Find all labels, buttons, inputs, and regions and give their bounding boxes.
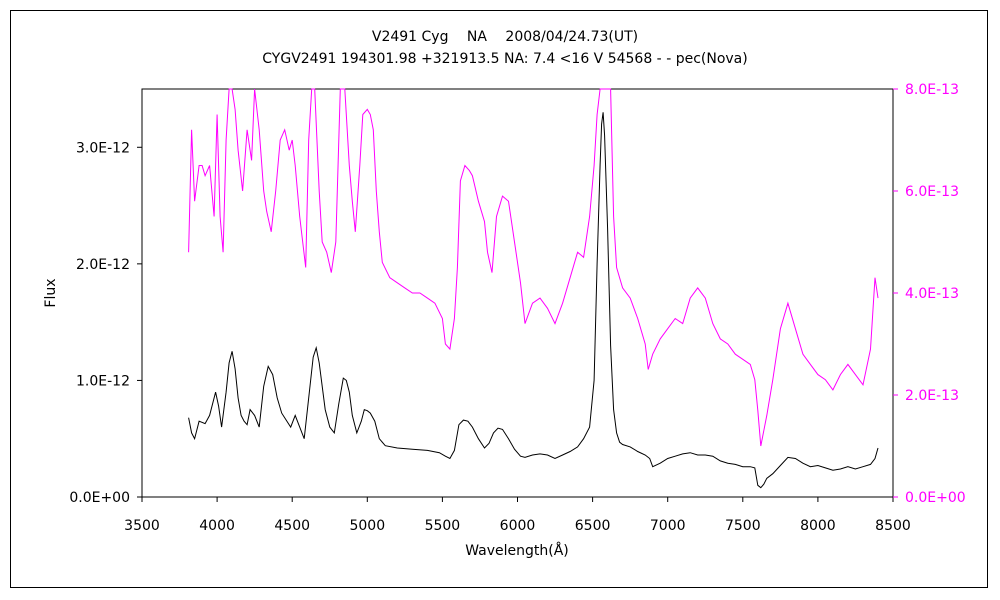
left-y-tick-label: 0.0E+00 xyxy=(69,490,130,506)
right-y-tick-label: 4.0E-13 xyxy=(905,286,959,302)
spectrum-line-main xyxy=(188,112,879,489)
x-tick-label: 5500 xyxy=(425,518,461,534)
chart-frame xyxy=(10,10,988,588)
right-y-tick-label: 6.0E-13 xyxy=(905,184,959,200)
right-y-tick-label: 0.0E+00 xyxy=(905,490,966,506)
y-axis-label: Flux xyxy=(43,278,59,307)
x-tick-label: 4500 xyxy=(274,518,310,534)
x-tick-label: 8500 xyxy=(875,518,911,534)
chart-title: V2491 Cyg NA 2008/04/24.73(UT) xyxy=(372,29,638,45)
x-axis: 3500 4000 4500 5000 5500 6000 6500 7000 7500 8000… xyxy=(124,497,911,534)
x-tick-label: 7500 xyxy=(725,518,761,534)
x-tick-label: 6000 xyxy=(500,518,536,534)
x-tick-label: 5000 xyxy=(349,518,385,534)
left-y-axis: 0.0E+00 1.0E-12 2.0E-12 3.0E-12 xyxy=(69,140,142,506)
x-tick-label: 6500 xyxy=(575,518,611,534)
x-tick-label: 4000 xyxy=(199,518,235,534)
x-tick-label: 7000 xyxy=(650,518,686,534)
left-y-tick-label: 3.0E-12 xyxy=(76,140,130,156)
right-y-tick-label: 8.0E-13 xyxy=(905,82,959,98)
right-y-tick-label: 2.0E-13 xyxy=(905,388,959,404)
x-tick-label: 8000 xyxy=(800,518,836,534)
x-axis-label: Wavelength(Å) xyxy=(465,542,569,559)
plot-area xyxy=(141,88,894,498)
chart-subtitle: CYGV2491 194301.98 +321913.5 NA: 7.4 <16… xyxy=(262,51,747,67)
left-y-tick-label: 2.0E-12 xyxy=(76,257,130,273)
x-tick-label: 3500 xyxy=(124,518,160,534)
right-y-axis: 0.0E+00 2.0E-13 4.0E-13 6.0E-13 8.0E-13 xyxy=(893,82,966,506)
left-y-tick-label: 1.0E-12 xyxy=(76,373,130,389)
spectrum-line-scaled xyxy=(188,88,879,447)
